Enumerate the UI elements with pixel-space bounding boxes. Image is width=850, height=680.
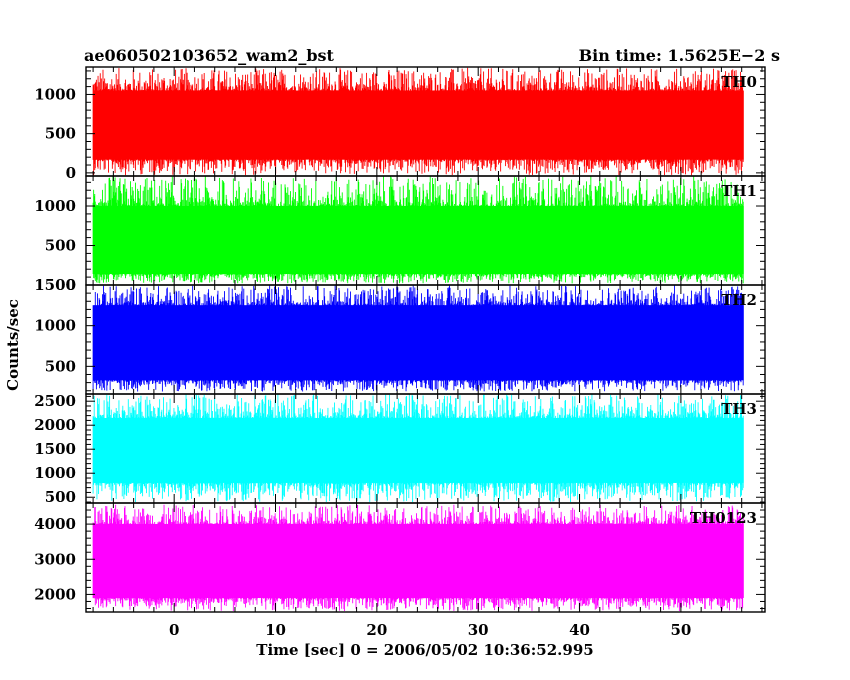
panel-label-th2: TH2 [721, 291, 757, 309]
series-spikes-th3 [92, 394, 744, 502]
bin-time-label: Bin time: 1.5625E−2 s [579, 46, 780, 65]
y-tick-label-th1: 500 [45, 237, 76, 255]
y-tick-label-th3: 1500 [34, 440, 76, 458]
y-tick-label-th2: 1500 [34, 276, 76, 294]
x-axis-title: Time [sec] 0 = 2006/05/02 10:36:52.995 [256, 641, 593, 659]
y-tick-label-th0: 500 [45, 125, 76, 143]
panel-label-th3: TH3 [721, 400, 757, 418]
x-tick-label: 20 [366, 621, 387, 639]
panel-label-th0: TH0 [721, 73, 757, 91]
series-spikes-th1 [92, 176, 744, 284]
y-tick-label-th1: 1000 [34, 197, 76, 215]
chart-title: ae060502103652_wam2_bst [84, 46, 335, 65]
series-spikes-th0 [92, 67, 744, 176]
x-tick-label: 30 [468, 621, 489, 639]
y-tick-label-th0123: 2000 [34, 585, 76, 603]
y-tick-label-th3: 2000 [34, 416, 76, 434]
panel-label-th1: TH1 [721, 182, 757, 200]
y-tick-label-th1: 0 [66, 276, 76, 294]
series-th1 [92, 176, 744, 284]
series-th3 [92, 394, 744, 502]
y-tick-label-th2: 500 [45, 357, 76, 375]
y-axis-title: Counts/sec [4, 299, 22, 391]
y-tick-label-th0: 1000 [34, 85, 76, 103]
y-tick-label-th3: 500 [45, 488, 76, 506]
series-th2 [92, 285, 744, 392]
axis-ticks [86, 67, 765, 612]
y-tick-label-th2: 1000 [34, 317, 76, 335]
axis-labels: TH005001000TH105001000TH250010001500TH35… [34, 73, 757, 639]
y-tick-label-th3: 2500 [34, 392, 76, 410]
series-spikes-th2 [92, 285, 744, 392]
x-tick-label: 0 [169, 621, 179, 639]
x-tick-label: 50 [670, 621, 691, 639]
panel-frames [85, 66, 766, 613]
series-th0 [92, 67, 744, 176]
x-tick-label: 10 [265, 621, 286, 639]
y-tick-label-th0: 0 [66, 164, 76, 182]
series-th0123 [92, 504, 744, 611]
y-tick-label-th0123: 4000 [34, 515, 76, 533]
y-tick-label-th0123: 3000 [34, 550, 76, 568]
panel-label-th0123: TH0123 [690, 509, 757, 527]
series-spikes-th0123 [92, 504, 744, 611]
y-tick-label-th3: 1000 [34, 464, 76, 482]
panel-frame-th0123 [85, 502, 766, 613]
series-traces [92, 67, 744, 611]
x-tick-label: 40 [569, 621, 590, 639]
